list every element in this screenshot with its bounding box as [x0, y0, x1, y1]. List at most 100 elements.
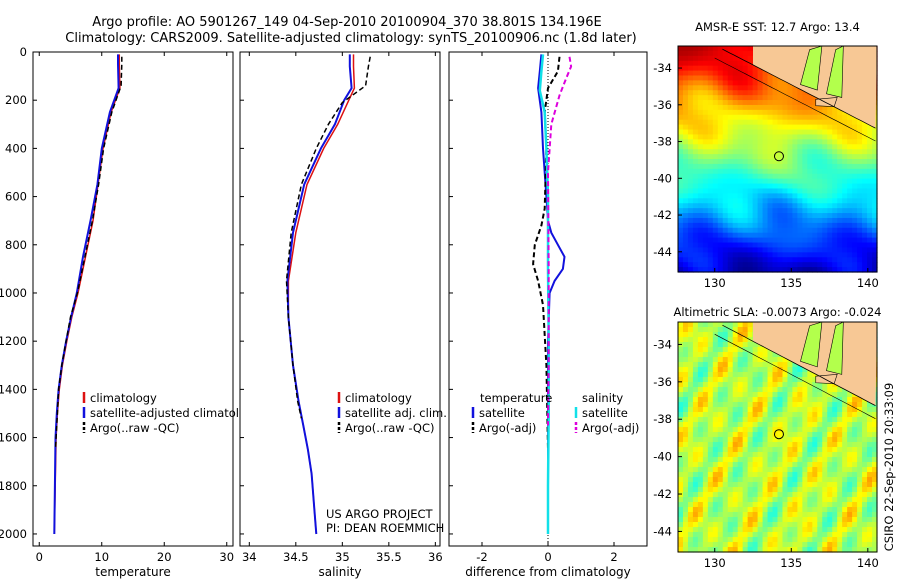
map-cell [807, 198, 813, 204]
map-cell [722, 467, 729, 473]
map-cell [678, 527, 684, 533]
map-cell [737, 109, 744, 116]
map-cell [797, 203, 803, 209]
map-cell [717, 507, 724, 513]
map-cell [707, 257, 714, 263]
map-cell [687, 337, 694, 343]
map-cell [722, 457, 729, 463]
map-cell [687, 467, 694, 473]
map-cell [847, 119, 853, 126]
map-cell [737, 447, 744, 453]
map-cell [802, 124, 808, 131]
map-cell [707, 362, 714, 368]
map-cell [702, 427, 709, 433]
map-cell [762, 367, 769, 373]
map-cell [777, 208, 784, 214]
map-cell [702, 242, 709, 249]
map-cell [832, 208, 838, 214]
map-cell [842, 144, 848, 150]
map-cell [757, 90, 764, 96]
map-cell [827, 387, 833, 393]
map-cell [692, 452, 699, 458]
legend-heading: salinity [582, 391, 623, 405]
map-cell [797, 109, 803, 116]
map-cell [867, 522, 873, 528]
y-tick-label: -36 [653, 375, 672, 389]
map-cell [747, 467, 754, 473]
map-cell [697, 437, 704, 443]
map-cell [697, 183, 704, 190]
map-cell [787, 90, 794, 96]
map-cell [722, 497, 729, 503]
map-cell [727, 119, 734, 126]
map-cell [732, 517, 739, 523]
map-cell [702, 467, 709, 473]
map-cell [687, 237, 694, 244]
map-cell [757, 227, 764, 234]
map-cell [807, 502, 813, 508]
map-cell [842, 227, 848, 234]
map-cell [787, 517, 794, 523]
map-cell [687, 407, 694, 413]
map-cell [857, 267, 863, 273]
map-cell [797, 198, 803, 204]
map-cell [722, 462, 729, 468]
map-cell [757, 178, 764, 185]
map-cell [822, 208, 828, 214]
map-cell [747, 85, 754, 91]
map-cell [727, 357, 734, 363]
map-cell [772, 507, 779, 513]
map-cell [737, 119, 744, 126]
map-cell [857, 183, 863, 190]
map-cell [852, 442, 858, 448]
map-cell [692, 227, 699, 234]
map-cell [817, 497, 823, 503]
map-cell [737, 124, 744, 131]
map-cell [682, 387, 689, 393]
map-cell [747, 532, 754, 538]
map-cell [827, 482, 833, 488]
map-cell [712, 417, 719, 423]
map-cell [712, 442, 719, 448]
map-cell [752, 227, 759, 234]
map-cell [742, 208, 749, 214]
map-cell [787, 482, 794, 488]
map-cell [842, 262, 848, 268]
map-cell [787, 267, 794, 273]
map-cell [752, 452, 759, 458]
map-cell [717, 512, 724, 518]
map-cell [852, 242, 858, 249]
map-cell [702, 337, 709, 343]
map-cell [737, 183, 744, 190]
map-cell [722, 332, 729, 338]
map-cell [767, 139, 774, 145]
map-cell [767, 232, 774, 239]
map-cell [767, 407, 774, 413]
map-cell [742, 217, 749, 224]
map-cell [717, 208, 724, 214]
map-cell [732, 392, 739, 398]
map-cell [727, 407, 734, 413]
map-cell [862, 497, 868, 503]
map-cell [767, 487, 774, 493]
map-cell [697, 357, 704, 363]
map-cell [747, 387, 754, 393]
map-cell [857, 442, 863, 448]
map-cell [687, 392, 694, 398]
map-cell [767, 247, 774, 253]
map-cell [827, 242, 833, 249]
legend-entry: satellite [582, 406, 628, 420]
map-cell [767, 80, 774, 86]
map-cell [782, 227, 789, 234]
map-cell [792, 372, 798, 378]
map-cell [757, 139, 764, 145]
map-cell [832, 412, 838, 418]
map-cell [757, 222, 764, 229]
map-cell [712, 208, 719, 214]
map-cell [782, 512, 789, 518]
map-cell [787, 109, 794, 116]
map-cell [837, 203, 843, 209]
map-cell [827, 232, 833, 239]
map-cell [757, 437, 764, 443]
map-cell [812, 397, 818, 403]
